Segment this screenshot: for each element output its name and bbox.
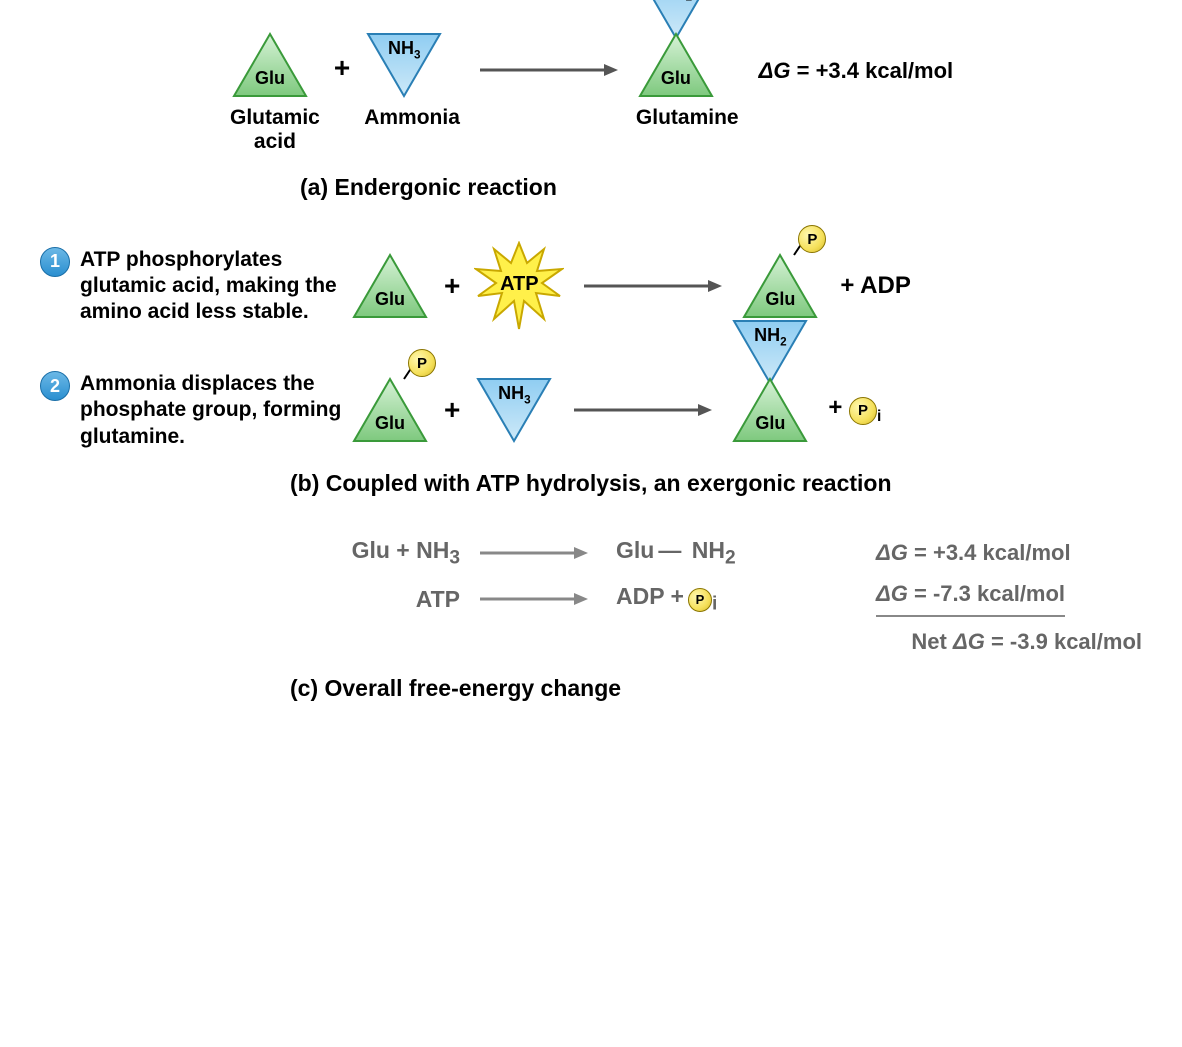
c-dg-net: Net ΔG = -3.9 kcal/mol: [911, 629, 1142, 655]
c-lhs-1: Glu + NH3: [300, 537, 460, 570]
plus-sign: +: [334, 52, 350, 84]
pi-icon: P: [849, 397, 877, 425]
c-rhs-1: Glu— NH2: [616, 537, 816, 570]
b2-glu-p: Glu P: [350, 375, 430, 445]
b1-glu-p-label: Glu: [740, 289, 820, 310]
arrow-b2: [572, 400, 712, 420]
phosphate-icon-2: P: [408, 349, 436, 377]
b2-nh2-label: NH2: [730, 325, 810, 349]
atp-starburst: ATP: [474, 241, 564, 331]
caption-b: (b) Coupled with ATP hydrolysis, an exer…: [290, 470, 1142, 497]
step-2-badge: 2: [40, 371, 70, 401]
section-a: Glu Glutamic acid + NH3 Ammonia: [40, 30, 1142, 201]
glutamic-acid-label: Glutamic acid: [230, 106, 320, 154]
plus-adp: + ADP: [840, 272, 910, 300]
plus-pi: + Pi: [828, 394, 881, 426]
b1-glu-p: Glu P: [740, 251, 820, 321]
glu-label-2: Glu: [636, 68, 716, 89]
c-lhs-2: ATP: [300, 586, 460, 613]
nh3-label: NH3: [364, 38, 444, 62]
delta-g-a: ΔG = +3.4 kcal/mol: [759, 58, 954, 84]
reaction-arrow: [478, 60, 618, 80]
plus-sign-2: +: [444, 270, 460, 302]
b1-glu-label: Glu: [350, 289, 430, 310]
product-glutamine: NH2 Glu Glutamine: [636, 0, 739, 130]
section-c: Glu + NH3 Glu— NH2 ΔG = +3.4 kcal/mol AT…: [40, 537, 1142, 703]
atp-label: ATP: [474, 273, 564, 296]
c-rhs-2: ADP +Pi: [616, 583, 816, 616]
b1-glu: Glu: [350, 251, 430, 321]
reactant-nh3: NH3 Ammonia: [364, 30, 460, 130]
arrow-c1: [478, 544, 588, 562]
c-dg-2: ΔG = -7.3 kcal/mol: [876, 581, 1065, 617]
arrow-c2: [478, 590, 588, 608]
pi-icon-2: P: [688, 588, 712, 612]
reactant-glu: Glu Glutamic acid: [230, 30, 320, 154]
caption-c: (c) Overall free-energy change: [290, 675, 1142, 702]
caption-a: (a) Endergonic reaction: [300, 174, 1142, 201]
b2-nh3: NH3: [474, 375, 554, 445]
section-b-step2: 2 Ammonia displaces the phosphate group,…: [40, 371, 1142, 497]
ammonia-label: Ammonia: [364, 106, 460, 130]
step-1-text: ATP phosphorylates glutamic acid, making…: [80, 247, 350, 326]
phosphate-icon: P: [798, 225, 826, 253]
b2-glutamine: NH2 Glu: [730, 317, 810, 445]
b2-glu-label: Glu: [350, 413, 430, 434]
step-1-badge: 1: [40, 247, 70, 277]
step-2-text: Ammonia displaces the phosphate group, f…: [80, 371, 350, 450]
c-dg-1: ΔG = +3.4 kcal/mol: [876, 540, 1071, 566]
glutamine-label: Glutamine: [636, 106, 739, 130]
b2-glu-prod-label: Glu: [730, 413, 810, 434]
arrow-b1: [582, 276, 722, 296]
nh2-label: NH2: [636, 0, 716, 4]
b2-nh3-label: NH3: [474, 383, 554, 407]
plus-sign-3: +: [444, 394, 460, 426]
section-b-step1: 1 ATP phosphorylates glutamic acid, maki…: [40, 241, 1142, 331]
glu-label: Glu: [230, 68, 310, 89]
